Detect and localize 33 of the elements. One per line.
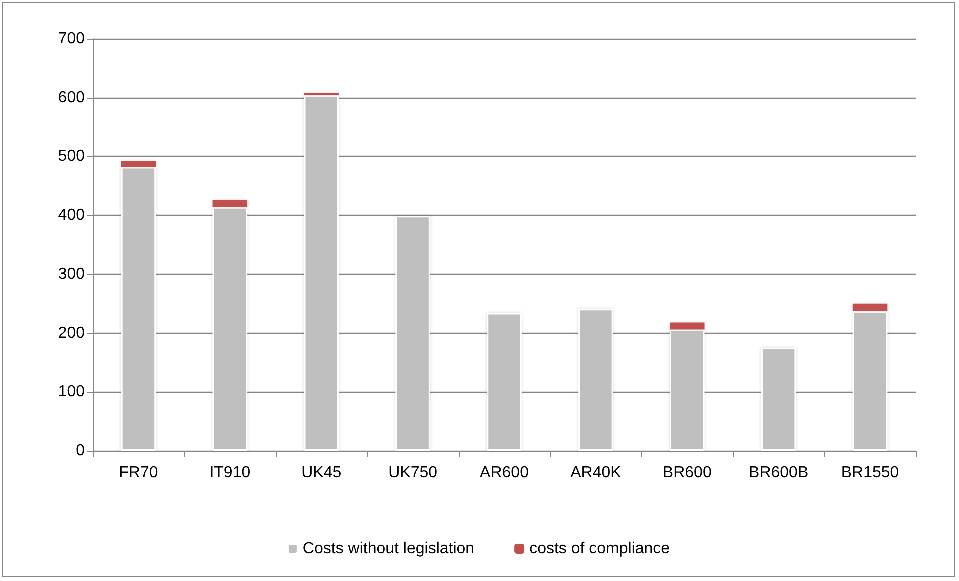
bar [121,167,156,451]
y-tick-label: 500 [58,148,86,166]
x-tick-label: UK750 [388,464,438,482]
x-tick-label: IT910 [210,464,251,482]
y-tick-label: 300 [58,266,86,283]
legend-label: Costs without legislation [302,540,475,558]
bar [396,216,430,451]
x-tick-label: AR40K [570,464,622,482]
bar [487,313,522,451]
y-tick-label: 100 [58,384,86,401]
bar [212,200,248,208]
x-tick-label: BR1550 [841,464,900,482]
bar [852,312,888,451]
bar [852,304,888,312]
y-tick-label: 0 [76,442,86,460]
y-tick-label: 600 [58,89,86,106]
bar [212,207,248,451]
legend-label: costs of compliance [530,540,670,558]
x-tick-label: BR600 [662,464,712,482]
x-tick-label: BR600B [749,464,809,482]
bar [578,309,614,451]
y-tick-label: 200 [58,324,86,342]
bar [121,161,156,168]
x-tick-label: UK45 [302,464,342,482]
bar [761,348,796,451]
y-tick-label: 400 [58,207,86,224]
x-tick-label: AR600 [480,464,530,482]
bar [670,322,705,330]
y-tick-label: 700 [58,30,86,48]
bar [304,93,339,96]
x-tick-label: FR70 [119,464,158,482]
bar [670,330,705,451]
bar [304,96,339,451]
